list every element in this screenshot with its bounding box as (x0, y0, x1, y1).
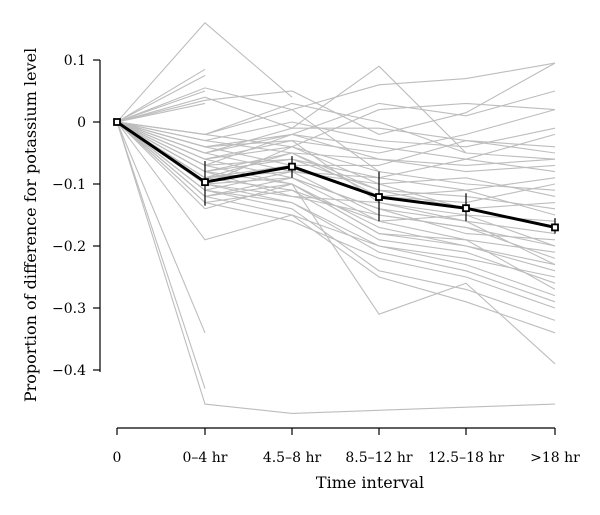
individual-line-50 (116, 121, 556, 166)
individual-line-42 (116, 121, 556, 154)
individual-patient-lines (116, 22, 556, 414)
individual-line-25 (116, 121, 556, 148)
individual-line-43 (116, 121, 556, 334)
mean-point-1 (201, 178, 209, 187)
individual-line-6 (116, 121, 206, 389)
x-tick-label: >18 hr (530, 450, 580, 466)
individual-line-44 (116, 121, 556, 191)
individual-line-39 (116, 121, 556, 173)
individual-line-47 (116, 121, 556, 266)
individual-line-11 (116, 121, 556, 414)
y-axis-ticks: 0.1 0 −0.1 −0.2 −0.3 −0.4 (52, 53, 100, 379)
x-axis-ticks: 0 0–4 hr 4.5–8 hr 8.5–12 hr 12.5–18 hr >18 hr (113, 428, 580, 466)
y-tick-label: −0.3 (52, 301, 86, 317)
y-tick-label: 0.1 (64, 53, 86, 69)
individual-line-36 (116, 121, 556, 284)
y-axis-title: Proportion of difference for potassium l… (21, 48, 40, 402)
x-tick-label: 12.5–18 hr (428, 450, 504, 466)
y-tick-label: −0.1 (52, 177, 86, 193)
individual-line-2 (116, 68, 206, 123)
individual-line-5 (116, 121, 206, 334)
x-tick-label: 0–4 hr (183, 450, 228, 466)
individual-line-49 (116, 102, 556, 148)
y-tick-label: −0.2 (52, 239, 86, 255)
individual-line-1 (116, 75, 206, 123)
y-tick-label: −0.4 (52, 363, 86, 379)
x-tick-label: 8.5–12 hr (345, 450, 413, 466)
mean-series (113, 118, 559, 234)
mean-point-5 (551, 223, 559, 232)
mean-point-2 (288, 162, 296, 171)
mean-line (116, 120, 556, 229)
individual-line-40 (116, 121, 556, 303)
individual-line-7 (116, 22, 293, 123)
mean-point-4 (462, 204, 470, 213)
x-tick-label: 4.5–8 hr (263, 450, 322, 466)
individual-line-48 (116, 121, 556, 290)
mean-point-0 (113, 118, 121, 126)
individual-line-12 (116, 121, 556, 278)
x-axis-title: Time interval (316, 473, 424, 492)
individual-line-30 (116, 121, 556, 321)
mean-point-3 (375, 193, 383, 201)
y-tick-label: 0 (77, 115, 86, 131)
individual-line-13 (116, 121, 556, 365)
x-tick-label: 0 (113, 450, 122, 466)
